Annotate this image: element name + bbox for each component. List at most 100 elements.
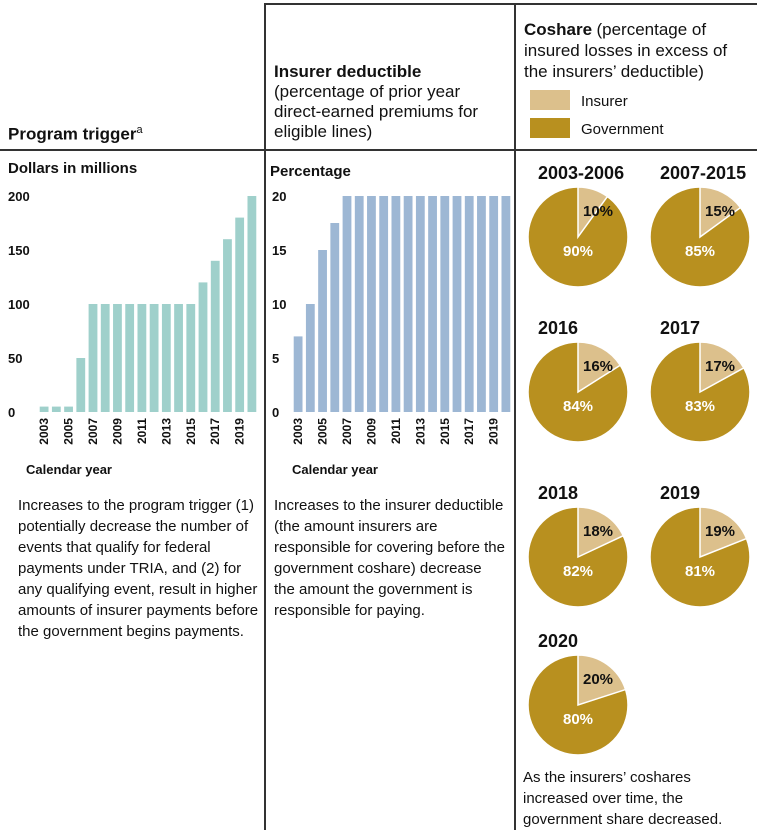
coshare-description: As the insurers’ coshares increased over… [523, 769, 723, 828]
y-tick-label: 150 [8, 243, 30, 258]
pie-insurer-slice [699, 186, 742, 239]
bar-2008 [354, 196, 364, 412]
bar-2009 [367, 196, 376, 412]
bar-2015 [440, 196, 450, 412]
bar-2018 [477, 196, 486, 412]
bar-2015 [186, 304, 196, 412]
pie-period-label: 2007-2015 [660, 163, 746, 183]
bar-2006 [76, 358, 86, 412]
y-tick-label: 20 [272, 189, 286, 204]
bar-2005 [318, 250, 327, 412]
bar-2019 [489, 196, 499, 412]
x-tick-label: 2009 [364, 418, 378, 445]
bar-2017 [210, 260, 220, 412]
pie-insurer-label: 17% [705, 358, 735, 375]
legend-label-government: Government [581, 121, 664, 138]
deductible-header: Insurer deductible (percentage of prior … [274, 62, 504, 142]
y-tick-label: 200 [8, 189, 30, 204]
pie-government-label: 90% [563, 243, 593, 260]
pie-government-label: 82% [563, 563, 593, 580]
coshare-pie-charts: 2003-2006 10% 90% 2007-2015 15% 85% 2016 16% 84%… [527, 163, 751, 756]
x-tick-label: 2005 [62, 418, 76, 445]
x-tick-label: 2011 [389, 418, 403, 444]
coshare-header: Coshare (percentage of insured losses in… [524, 20, 754, 83]
pie-period-label: 2018 [538, 483, 578, 503]
x-tick-label: 2017 [208, 418, 222, 445]
bar-2017 [464, 196, 474, 412]
x-tick-label: 2015 [184, 418, 198, 445]
x-axis-label: Calendar year [292, 462, 378, 477]
bar-2007 [342, 196, 352, 412]
y-tick-label: 5 [272, 351, 279, 366]
trigger-bar-chart: 0 50 100 150 200 2003 2005 2007 2009 2011 2013 2015… [8, 189, 257, 477]
deductible-title: Insurer deductible [274, 62, 422, 81]
deductible-title-note: (percentage of prior year direct-earned … [274, 82, 479, 141]
pie-government-label: 81% [685, 563, 715, 580]
pie-period-label: 2020 [538, 631, 578, 651]
divider-left [264, 3, 266, 830]
bar-2005 [64, 406, 73, 412]
pie-period-label: 2017 [660, 318, 700, 338]
bar-2006 [330, 223, 340, 412]
pie-insurer-slice [699, 341, 745, 394]
bar-2009 [113, 304, 122, 412]
y-tick-label: 0 [8, 405, 15, 420]
bar-2011 [391, 196, 401, 412]
pie-insurer-label: 19% [705, 523, 735, 540]
coshare-title-note: (percentage of insured losses in excess … [524, 20, 728, 81]
pie-insurer-label: 16% [583, 358, 613, 375]
x-tick-label: 2019 [233, 418, 247, 445]
bar-2019 [235, 217, 245, 412]
x-tick-label: 2017 [462, 418, 476, 445]
pie-insurer-label: 20% [583, 671, 613, 688]
pie-government-label: 85% [685, 243, 715, 260]
pie-government-label: 84% [563, 398, 593, 415]
bar-2007 [88, 304, 98, 412]
bar-2014 [174, 304, 183, 412]
legend-swatch-government [530, 118, 570, 138]
bar-2020 [247, 196, 257, 412]
bar-2020 [501, 196, 511, 412]
header-rule [0, 149, 757, 151]
deductible-bar-chart: 0 5 10 15 20 2003 2005 2007 2009 2011 2013 2015 2017… [272, 189, 511, 477]
bar-2012 [403, 196, 413, 412]
pie-government-label: 80% [563, 711, 593, 728]
bar-2013 [415, 196, 425, 412]
pie-insurer-label: 10% [583, 203, 613, 220]
x-tick-label: 2003 [37, 418, 51, 445]
bar-2013 [161, 304, 171, 412]
x-tick-label: 2009 [110, 418, 124, 445]
y-tick-label: 0 [272, 405, 279, 420]
trigger-description: Increases to the program trigger (1) pot… [18, 497, 259, 640]
x-tick-label: 2007 [340, 418, 354, 445]
divider-right [514, 3, 516, 830]
y-tick-label: 15 [272, 243, 286, 258]
y-tick-label: 10 [272, 297, 286, 312]
pie-government-label: 83% [685, 398, 715, 415]
bar-2004 [305, 304, 315, 412]
x-tick-label: 2015 [438, 418, 452, 445]
x-tick-label: 2011 [135, 418, 149, 444]
x-tick-label: 2003 [291, 418, 305, 445]
bar-2004 [51, 406, 61, 412]
legend-label-insurer: Insurer [581, 93, 628, 110]
pie-insurer-label: 18% [583, 523, 613, 540]
bar-2010 [125, 304, 135, 412]
pie-insurer-slice [577, 186, 609, 240]
bar-2011 [137, 304, 147, 412]
x-tick-label: 2019 [487, 418, 501, 445]
legend-swatch-insurer [530, 90, 570, 110]
pie-period-label: 2019 [660, 483, 700, 503]
x-tick-label: 2013 [413, 418, 427, 445]
bar-2016 [198, 282, 208, 412]
bar-2008 [100, 304, 110, 412]
deductible-subtitle: Percentage [270, 163, 351, 180]
y-tick-label: 100 [8, 297, 30, 312]
y-tick-label: 50 [8, 351, 22, 366]
bar-2014 [428, 196, 437, 412]
trigger-subtitle: Dollars in millions [8, 160, 138, 177]
trigger-footnote-marker: a [136, 124, 143, 136]
bar-2010 [379, 196, 389, 412]
deductible-description: Increases to the insurer deductible (the… [274, 497, 505, 619]
pie-period-label: 2016 [538, 318, 578, 338]
